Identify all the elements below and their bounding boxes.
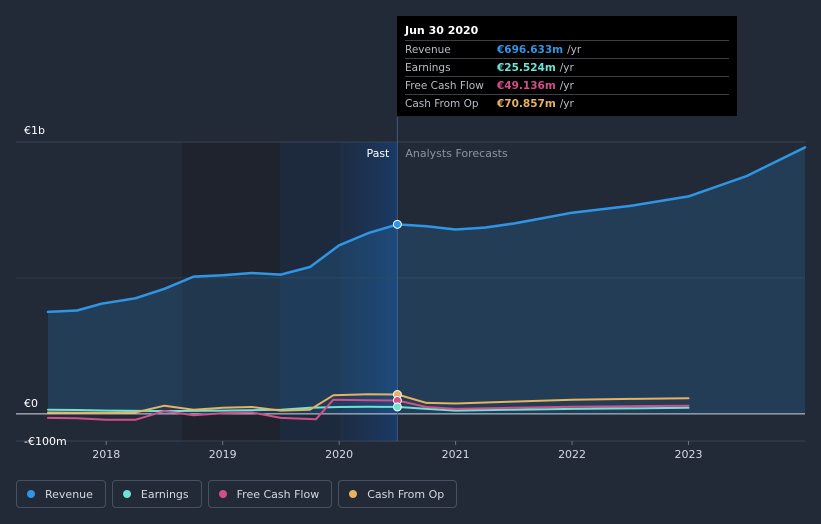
legend-dot-icon	[27, 490, 35, 498]
legend-item-free-cash-flow[interactable]: Free Cash Flow	[207, 480, 333, 508]
label-layer: €1b €0 -€100m 2018 2019 2020 2021 2022 2023 Past A…	[24, 124, 703, 461]
y-tick-label: €1b	[24, 124, 45, 137]
past-label: Past	[366, 147, 390, 160]
tooltip-unit: /yr	[567, 43, 582, 56]
x-tick-label: 2018	[92, 448, 120, 461]
x-tick-label: 2022	[558, 448, 586, 461]
x-tick-label: 2021	[442, 448, 470, 461]
forecast-label: Analysts Forecasts	[405, 147, 508, 160]
chart-legend: Revenue Earnings Free Cash Flow Cash Fro…	[16, 480, 458, 508]
revenue-marker	[392, 219, 402, 229]
legend-item-cash-from-op[interactable]: Cash From Op	[338, 480, 458, 508]
legend-label: Cash From Op	[367, 487, 445, 501]
y-tick-label: €0	[24, 397, 38, 410]
legend-label: Free Cash Flow	[236, 487, 320, 501]
tooltip-label: Revenue	[405, 43, 451, 56]
tooltip-value: €25.524m	[497, 61, 556, 74]
legend-dot-icon	[349, 490, 358, 498]
past-band-shade	[182, 142, 280, 442]
legend-item-revenue[interactable]: Revenue	[16, 480, 106, 508]
x-tick-label: 2019	[209, 448, 237, 461]
revenue-area	[48, 147, 805, 414]
tooltip-row-earnings: Earnings €25.524m /yr	[405, 58, 729, 76]
tooltip-label: Free Cash Flow	[405, 79, 484, 92]
tooltip-label: Earnings	[405, 61, 451, 74]
background-layer	[182, 142, 398, 442]
tooltip-unit: /yr	[559, 61, 574, 74]
x-tick-label: 2023	[675, 448, 703, 461]
legend-label: Revenue	[45, 487, 93, 501]
tooltip-row-cash-from-op: Cash From Op €70.857m /yr	[405, 94, 729, 112]
legend-dot-icon	[218, 490, 227, 498]
tooltip-date: Jun 30 2020	[405, 24, 479, 37]
tooltip-value: €49.136m	[497, 79, 556, 92]
chart-tooltip: Jun 30 2020 Revenue €696.633m /yr Earnin…	[397, 16, 737, 116]
y-tick-label: -€100m	[24, 435, 67, 448]
x-tick-label: 2020	[325, 448, 353, 461]
grid-layer	[16, 117, 805, 445]
tooltip-unit: /yr	[559, 97, 574, 110]
cash-from-op-line	[47, 393, 690, 414]
legend-dot-icon	[122, 490, 131, 498]
past-band-highlight	[340, 142, 398, 442]
tooltip-row-revenue: Revenue €696.633m /yr	[405, 40, 729, 58]
tooltip-value: €696.633m	[497, 43, 564, 56]
earnings-marker	[392, 402, 402, 412]
earnings-line	[47, 405, 690, 413]
series-layer	[46, 146, 807, 421]
tooltip-value: €70.857m	[497, 97, 556, 110]
free-cash-flow-line	[47, 398, 690, 421]
tooltip-unit: /yr	[559, 79, 574, 92]
tooltip-label: Cash From Op	[405, 97, 479, 110]
revenue-line	[46, 146, 807, 314]
legend-item-earnings[interactable]: Earnings	[111, 480, 202, 508]
tooltip-row-free-cash-flow: Free Cash Flow €49.136m /yr	[405, 76, 729, 94]
legend-label: Earnings	[140, 487, 189, 501]
